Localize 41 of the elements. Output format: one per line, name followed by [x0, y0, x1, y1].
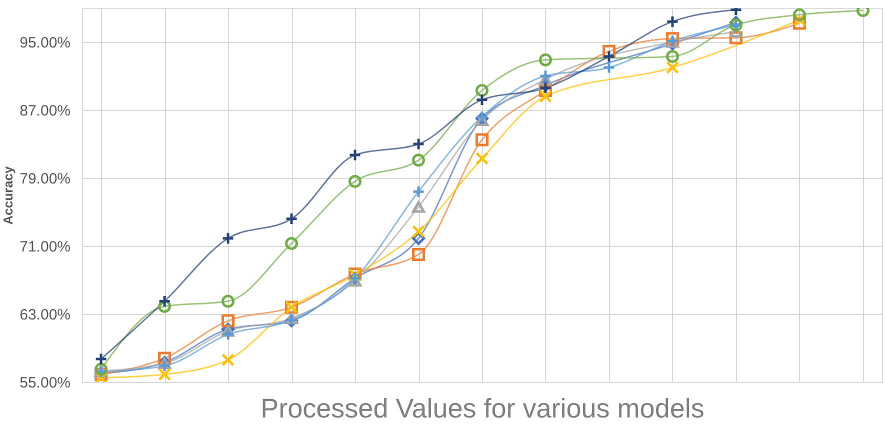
point	[539, 90, 552, 103]
point	[539, 70, 552, 82]
y-tick-label: 55.00%	[20, 374, 70, 392]
point	[602, 50, 616, 63]
point	[412, 154, 425, 167]
y-tick-label: 71.00%	[20, 238, 70, 256]
point	[285, 236, 298, 250]
point	[666, 50, 679, 63]
point	[222, 328, 235, 341]
y-axis-title: Accuracy	[0, 165, 16, 225]
point	[94, 352, 108, 366]
point	[602, 61, 616, 74]
point	[222, 232, 235, 245]
x-axis-title: Processed Values for various models	[260, 394, 704, 424]
point	[222, 294, 235, 308]
point	[792, 8, 806, 22]
point	[285, 212, 298, 226]
point	[222, 353, 235, 366]
point	[158, 368, 172, 381]
point	[412, 138, 425, 150]
point	[348, 148, 362, 162]
point	[476, 133, 488, 146]
point	[539, 53, 552, 66]
y-tick-label: 79.00%	[20, 170, 70, 188]
point	[222, 314, 235, 328]
y-tick-label: 63.00%	[20, 306, 70, 324]
point	[412, 248, 425, 261]
y-tick-label: 95.00%	[20, 34, 70, 52]
point	[348, 174, 362, 188]
point	[539, 81, 552, 94]
point	[158, 359, 172, 372]
point	[476, 93, 488, 106]
point	[412, 225, 425, 238]
point	[666, 15, 679, 28]
point	[666, 61, 679, 74]
point	[158, 294, 172, 308]
y-tick-label: 87.00%	[20, 102, 70, 120]
point	[476, 152, 488, 165]
point	[412, 185, 425, 198]
point	[476, 84, 488, 97]
point	[412, 201, 425, 213]
